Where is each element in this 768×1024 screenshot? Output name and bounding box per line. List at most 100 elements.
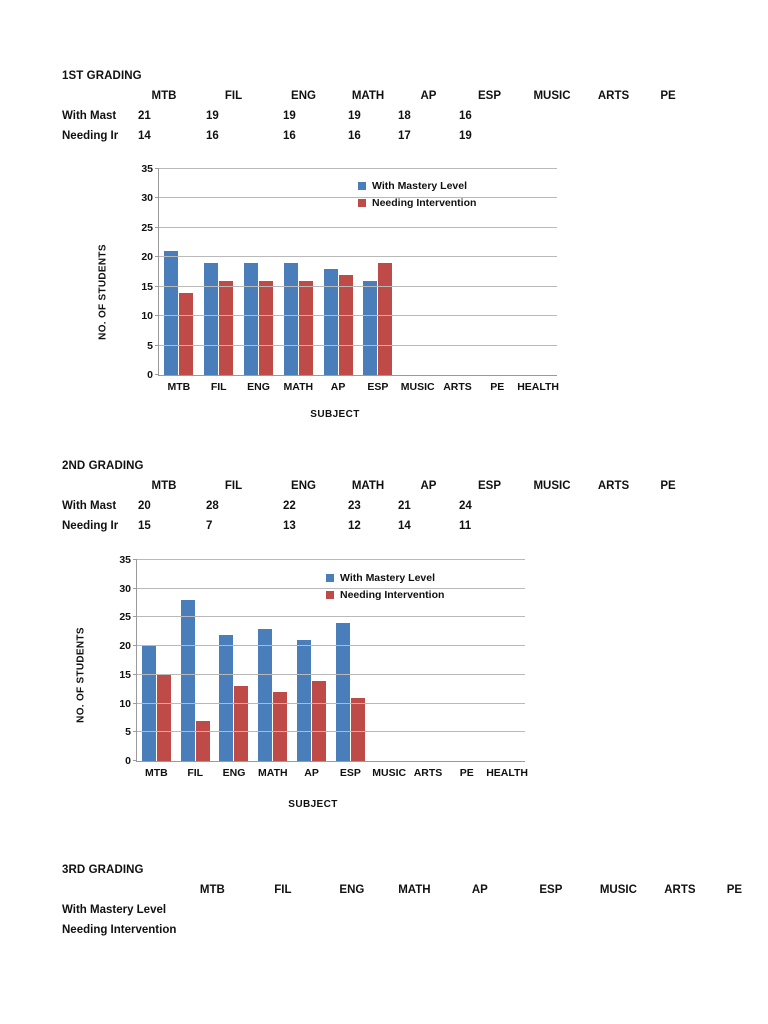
cell-intervention-pe [643,520,693,540]
bar-group [159,169,199,375]
plot-area: MTB FIL ENG MATH AP ESP MUSIC ARTS PE HEALTH 0 5 10… [119,554,528,779]
gridline-35 [159,168,557,169]
bars-layer: MTB FIL ENG MATH AP ESP MUSIC ARTS PE HEALTH [159,169,559,393]
x-tick-label-arts: ARTS [413,767,443,779]
header-pe: PE [660,90,676,102]
header-ap: AP [420,480,437,492]
table-row-mastery: With Mast 21 19 19 19 18 16 [62,110,693,130]
bar-group [239,169,279,375]
x-tick-label-pe: PE [459,767,474,779]
y-tick-mark-20 [155,256,159,258]
header-esp: ESP [539,884,563,896]
bar-group [215,560,254,761]
gridline-20 [159,256,557,258]
y-tick-mark-20 [133,645,137,647]
y-tick-mark-15 [133,673,137,675]
bar-intervention-esp [378,263,393,375]
cell-intervention-music [520,130,584,150]
cell-mastery-mtb [176,904,246,924]
cell-mastery-mtb: 20 [138,500,151,512]
table-row-intervention: Needing Ir 14 16 16 16 17 19 [62,130,693,150]
legend-item-mastery: With Mastery Level [358,180,476,192]
bar-intervention-eng [258,280,273,375]
header-pe: PE [726,884,743,896]
cell-mastery-fil [246,904,319,924]
cell-mastery-eng [319,904,384,924]
cell-intervention-fil: 7 [206,520,213,532]
header-eng: ENG [291,480,316,492]
chart-legend: With Mastery Level Needing Intervention [326,572,444,601]
header-music: MUSIC [533,480,571,492]
row-label-mastery: With Mast [62,500,117,512]
y-tick-mark-0 [133,760,137,761]
header-esp: ESP [477,90,501,102]
y-tick-mark-0 [155,374,159,375]
bar-mastery-math [283,263,298,375]
gridline-25 [137,616,525,618]
category-slot-music: MUSIC [370,560,409,779]
section-title-first: 1ST GRADING [62,70,142,82]
header-esp: ESP [477,480,501,492]
cell-mastery-mtb: 21 [138,110,151,122]
bar-mastery-eng [243,263,258,375]
y-tick-mark-25 [155,226,159,228]
bar-chart-first-grading: NO. OF STUDENTS MTB FIL ENG MATH AP ESP MUSIC A… [97,162,570,422]
cell-intervention-pe [643,130,693,150]
bar-group [318,169,358,375]
bar-intervention-ap [312,680,327,761]
bar-mastery-mtb [141,646,156,761]
y-tick-label-25: 25 [119,611,131,624]
legend-swatch-red-icon [326,591,334,599]
table-header-row: MTB FIL ENG MATH AP ESP MUSIC ARTS PE [62,90,693,110]
table-row-intervention: Needing Intervention [62,924,759,944]
cell-mastery-arts [650,904,709,924]
gridline-5 [137,731,525,733]
data-table-first: MTB FIL ENG MATH AP ESP MUSIC ARTS PE Wi… [62,90,693,150]
table-row-mastery: With Mastery Level [62,904,759,924]
header-mtb: MTB [151,480,177,492]
x-tick-label-arts: ARTS [443,381,472,393]
bar-chart-second-grading: NO. OF STUDENTS MTB FIL ENG MATH AP ESP MUSIC A… [75,550,548,810]
legend-item-mastery: With Mastery Level [326,572,444,584]
category-slot-mtb: MTB [159,169,199,393]
header-mtb: MTB [199,884,225,896]
cell-intervention-mtb: 14 [138,130,151,142]
gridline-35 [137,559,525,560]
y-tick-label-20: 20 [141,251,153,264]
y-tick-label-20: 20 [119,640,131,653]
bar-mastery-math [258,628,273,761]
x-axis-title: SUBJECT [310,409,360,420]
bar-mastery-mtb [164,251,179,375]
x-tick-label-mtb: MTB [145,767,168,779]
y-tick-label-25: 25 [141,221,153,234]
header-blank [62,480,128,500]
header-math: MATH [351,90,385,102]
bar-mastery-eng [219,634,234,761]
chart-legend: With Mastery Level Needing Intervention [358,180,476,209]
header-arts: ARTS [664,884,696,896]
x-axis-title: SUBJECT [288,799,338,810]
gridline-15 [159,285,557,287]
cell-intervention-eng: 13 [283,520,296,532]
header-blank [62,884,176,904]
bar-mastery-ap [323,269,338,375]
y-tick-mark-30 [155,197,159,199]
section-title-third: 3RD GRADING [62,864,144,876]
header-eng: ENG [339,884,365,896]
bar-mastery-fil [204,263,219,375]
cell-mastery-pe [643,500,693,520]
cell-intervention-ap [444,924,515,944]
x-tick-label-fil: FIL [210,381,227,393]
cell-intervention-music [586,924,650,944]
y-tick-label-30: 30 [119,582,131,595]
gridline-15 [137,673,525,675]
category-slot-esp: ESP [331,560,370,779]
bar-intervention-math [273,692,288,761]
bar-intervention-math [298,280,313,375]
category-slot-ap: AP [292,560,331,779]
cell-intervention-esp: 19 [459,130,472,142]
cell-intervention-math: 16 [348,130,361,142]
cell-intervention-eng: 16 [283,130,296,142]
y-tick-label-10: 10 [119,697,131,710]
header-eng: ENG [291,90,316,102]
